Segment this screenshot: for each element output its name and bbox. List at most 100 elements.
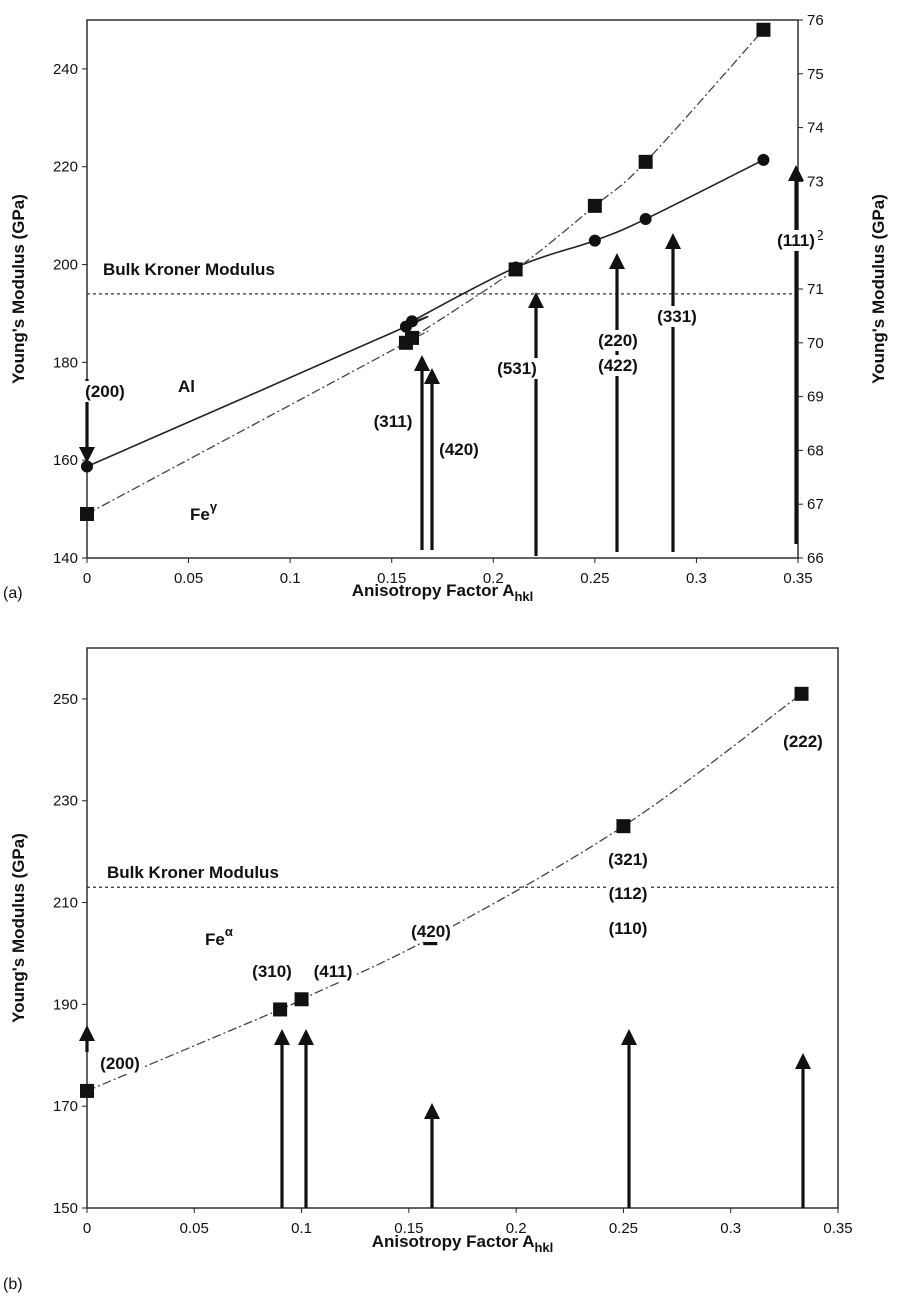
y-right-tick-label: 70: [807, 335, 824, 352]
x-tick-label: 0.05: [180, 1220, 209, 1237]
annotation-backing: [311, 961, 355, 982]
panel-label: (a): [3, 585, 23, 602]
y-axis-label: Young's Modulus (GPa): [9, 194, 28, 384]
x-tick-label: 0: [83, 1220, 91, 1237]
hkl-annotation: (200): [85, 382, 125, 401]
x-tick-label: 0.1: [291, 1220, 312, 1237]
data-point-circle: [406, 315, 419, 328]
x-axis-label-text: Anisotropy Factor A: [372, 1232, 535, 1251]
y-right-tick-label: 68: [807, 442, 824, 459]
data-point-square: [273, 1002, 288, 1017]
y-right-tick-label: 66: [807, 550, 824, 567]
annotation-backing: [774, 230, 818, 251]
y-right-tick-label: 67: [807, 496, 824, 513]
data-point-square: [638, 154, 653, 169]
y-tick-label: 250: [53, 691, 78, 708]
series-label: Feγ: [190, 499, 218, 524]
series-label-text: Fe: [205, 930, 225, 949]
annotation-backing: [606, 883, 650, 904]
x-tick-label: 0.25: [609, 1220, 638, 1237]
series-label: Al: [178, 377, 195, 396]
hkl-annotation: (222): [783, 732, 823, 751]
y-right-tick-label: 71: [807, 281, 824, 298]
y-axis-label: Young's Modulus (GPa): [9, 833, 28, 1023]
hkl-annotation: (200): [100, 1054, 140, 1073]
y-tick-label: 210: [53, 895, 78, 912]
data-point-circle: [757, 153, 770, 166]
hkl-annotation: (311): [374, 412, 413, 431]
x-tick-label: 0.3: [686, 570, 707, 587]
bulk-kroner-label: Bulk Kroner Modulus: [103, 260, 275, 279]
y-tick-label: 190: [53, 996, 78, 1013]
data-point-circle: [639, 213, 652, 226]
annotation-backing: [655, 306, 699, 327]
annotation-backing: [83, 381, 127, 402]
data-point-square: [616, 819, 631, 834]
annotation-backing: [250, 961, 294, 982]
data-point-square: [294, 992, 309, 1007]
series-label-superscript: γ: [210, 499, 218, 514]
annotation-backing: [596, 330, 640, 351]
data-point-square: [80, 506, 94, 521]
data-point-circle: [588, 234, 601, 247]
plot-frame: [86, 647, 839, 1209]
y-tick-label: 160: [53, 452, 78, 469]
hkl-annotation: (420): [439, 440, 479, 459]
chart-b: 0 0.05 0.1 0.15 0.2 0.25 0.3 0.35 150 170 190 210 23…: [3, 647, 853, 1293]
x-axis-label-subscript: hkl: [514, 589, 533, 604]
y-tick-label: 230: [53, 793, 78, 810]
plot-frame: [86, 19, 799, 559]
x-axis-label: Anisotropy Factor Ahkl: [372, 1232, 554, 1255]
x-tick-label: 0.25: [580, 570, 609, 587]
x-axis-label: Anisotropy Factor Ahkl: [352, 581, 534, 604]
y-tick-label: 240: [53, 61, 78, 78]
y-tick-label: 170: [53, 1098, 78, 1115]
hkl-annotation: (331): [657, 307, 697, 326]
hkl-annotation: (531): [497, 359, 537, 378]
hkl-annotation: (220): [598, 331, 638, 350]
annotation-backing: [98, 1053, 142, 1074]
annotation-backing: [596, 355, 640, 376]
annotation-backing: [371, 411, 415, 432]
y-right-tick-label: 76: [807, 12, 824, 29]
hkl-annotation: (111): [777, 231, 815, 250]
bulk-kroner-label: Bulk Kroner Modulus: [107, 863, 279, 882]
annotation-backing: [781, 731, 825, 752]
data-point-square: [508, 262, 523, 277]
series-label-text: Fe: [190, 505, 210, 524]
chart-a: 0 0.05 0.1 0.15 0.2 0.25 0.3 0.35 140 160 180 200 22…: [3, 12, 888, 604]
y-right-tick-label: 74: [807, 120, 824, 137]
annotation-backing: [606, 918, 650, 939]
annotation-backing: [409, 921, 453, 942]
data-point-square: [80, 1083, 94, 1098]
annotation-backing: [495, 358, 539, 379]
data-point-circle: [81, 460, 93, 473]
x-tick-label: 0: [83, 570, 91, 587]
x-tick-label: 0.3: [720, 1220, 741, 1237]
x-tick-label: 0.05: [174, 570, 203, 587]
x-tick-label: 0.35: [823, 1220, 852, 1237]
annotation-backing: [606, 849, 650, 870]
x-tick-label: 0.35: [783, 570, 812, 587]
y-tick-label: 140: [53, 550, 78, 567]
series-label-superscript: α: [225, 924, 233, 939]
x-tick-label: 0.1: [280, 570, 301, 587]
panel-label: (b): [3, 1276, 23, 1293]
hkl-annotation: (112): [609, 884, 648, 903]
y-tick-label: 150: [53, 1200, 78, 1217]
x-tick-label: 0.2: [483, 570, 504, 587]
data-point-square: [405, 330, 420, 345]
series-label: Feα: [205, 924, 233, 949]
series-line-0: [86, 693, 802, 1092]
y-right-axis-label: Young's Modulus (GPa): [869, 194, 888, 384]
hkl-annotation: (321): [608, 850, 648, 869]
data-point-square: [587, 198, 602, 213]
y-tick-label: 180: [53, 354, 78, 371]
x-axis-label-text: Anisotropy Factor A: [352, 581, 515, 600]
x-tick-label: 0.15: [394, 1220, 423, 1237]
y-tick-label: 200: [53, 257, 78, 274]
y-tick-label: 220: [53, 159, 78, 176]
data-point-square: [756, 22, 771, 37]
x-axis-label-subscript: hkl: [534, 1240, 553, 1255]
